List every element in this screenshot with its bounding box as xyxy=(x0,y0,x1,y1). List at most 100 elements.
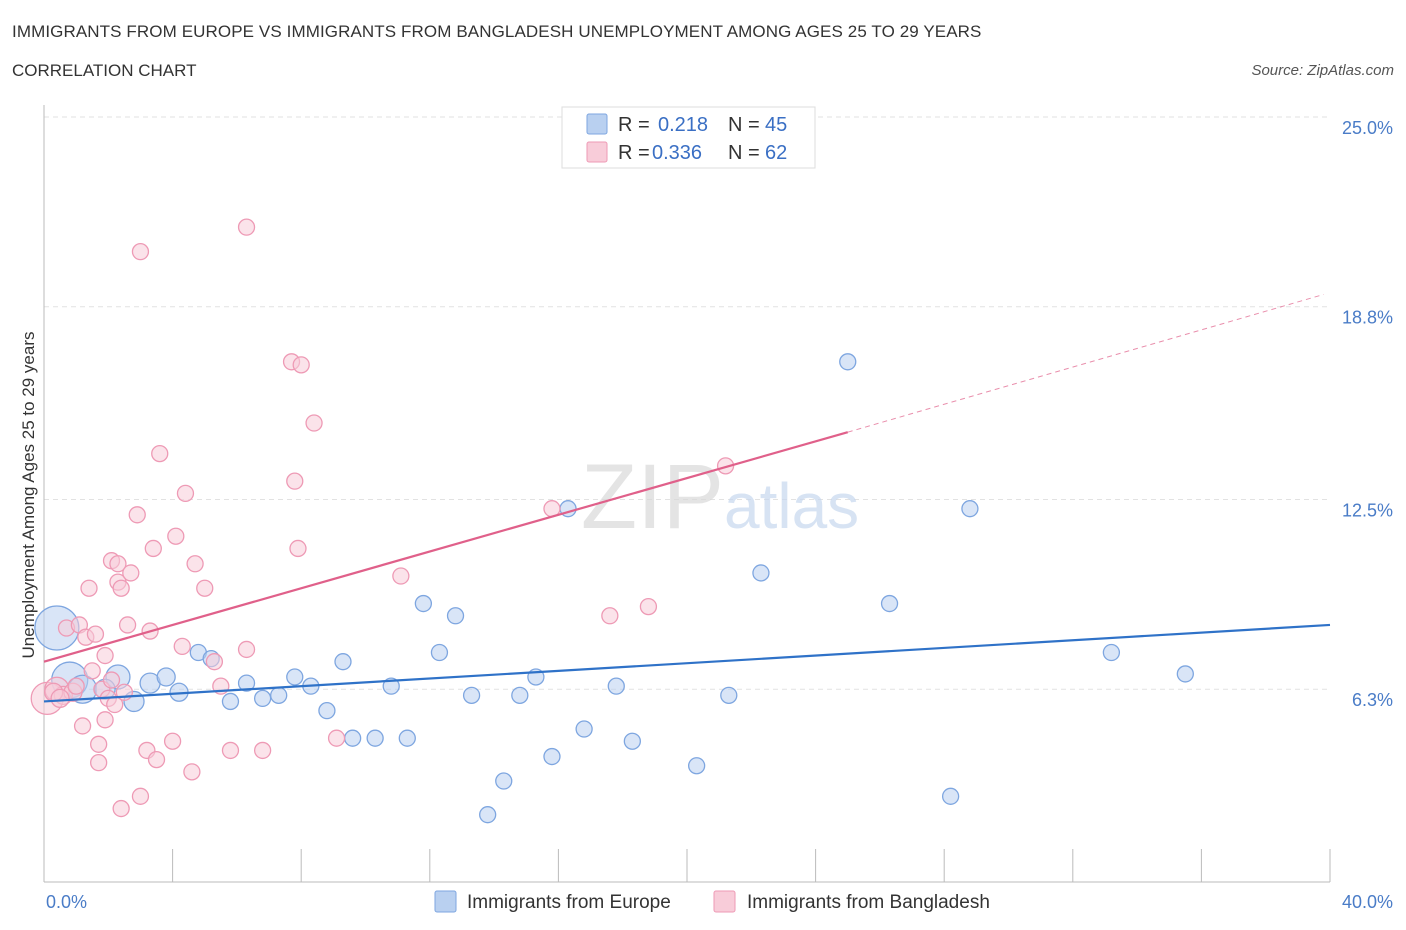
point-bangladesh xyxy=(601,607,619,625)
point-europe xyxy=(414,594,433,613)
point-europe xyxy=(156,667,176,687)
legend-r-label-europe: R = xyxy=(618,114,650,136)
bottom-legend-label-bangladesh: Immigrants from Bangladesh xyxy=(747,892,990,913)
watermark-zip: ZIP xyxy=(581,446,724,548)
watermark-atlas: atlas xyxy=(724,470,859,542)
point-bangladesh xyxy=(173,637,191,656)
point-bangladesh xyxy=(83,662,101,680)
point-bangladesh xyxy=(50,688,70,709)
point-europe xyxy=(286,668,304,686)
point-europe xyxy=(720,686,738,704)
point-bangladesh xyxy=(144,539,162,558)
point-europe xyxy=(839,353,857,371)
point-europe xyxy=(880,594,899,613)
point-bangladesh xyxy=(176,484,195,503)
legend-r-value-bangladesh: 0.336 xyxy=(652,142,702,164)
point-bangladesh xyxy=(80,579,98,597)
point-bangladesh xyxy=(131,242,150,261)
point-bangladesh xyxy=(305,414,323,432)
legend-n-value-bangladesh: 62 xyxy=(765,142,787,164)
point-bangladesh xyxy=(221,741,240,760)
point-europe xyxy=(253,689,272,708)
bottom-legend-swatch-bangladesh xyxy=(713,890,736,913)
chart-source: Source: ZipAtlas.com xyxy=(1251,62,1394,79)
point-bangladesh xyxy=(86,625,105,643)
trend-lines xyxy=(43,293,1331,703)
point-bangladesh xyxy=(253,741,272,760)
point-bangladesh xyxy=(122,564,140,582)
point-europe xyxy=(430,643,449,662)
point-bangladesh xyxy=(639,597,658,616)
point-bangladesh xyxy=(102,671,121,689)
point-bangladesh xyxy=(128,506,146,524)
y-tick-label: 12.5% xyxy=(1342,501,1393,521)
point-europe xyxy=(334,653,352,671)
point-europe xyxy=(237,674,256,692)
y-tick-label: 25.0% xyxy=(1342,118,1393,138)
point-bangladesh xyxy=(289,539,307,558)
point-bangladesh xyxy=(73,717,92,735)
point-europe xyxy=(270,686,288,704)
point-europe xyxy=(961,500,979,518)
trend-line-bangladesh-extension xyxy=(847,293,1324,433)
point-europe xyxy=(575,720,593,738)
gridlines xyxy=(44,116,1330,690)
point-bangladesh xyxy=(96,711,114,729)
legend-r-label-bangladesh: R = xyxy=(618,142,650,164)
point-europe xyxy=(687,757,706,775)
point-bangladesh xyxy=(183,763,201,781)
point-bangladesh xyxy=(292,356,310,374)
point-bangladesh xyxy=(327,729,346,747)
point-bangladesh xyxy=(196,579,214,597)
legend-n-value-europe: 45 xyxy=(765,114,787,136)
point-bangladesh xyxy=(96,646,114,665)
correlation-legend: R = 0.218 N = 45 R = 0.336 N = 62 xyxy=(561,106,816,169)
point-bangladesh xyxy=(112,799,130,818)
trend-line-europe xyxy=(43,623,1331,703)
chart-title: IMMIGRANTS FROM EUROPE VS IMMIGRANTS FRO… xyxy=(12,22,982,41)
bottom-legend-swatch-europe xyxy=(434,890,457,913)
legend-r-value-europe: 0.218 xyxy=(658,114,708,136)
point-europe xyxy=(366,729,384,747)
data-points xyxy=(30,218,1194,824)
point-bangladesh xyxy=(67,677,85,695)
x-tick-label: 40.0% xyxy=(1342,892,1393,912)
point-europe xyxy=(1176,665,1194,683)
point-bangladesh xyxy=(237,640,256,659)
point-bangladesh xyxy=(131,787,150,805)
chart-subtitle: CORRELATION CHART xyxy=(12,61,197,80)
bottom-legend-label-europe: Immigrants from Europe xyxy=(467,892,671,913)
point-europe xyxy=(318,701,336,720)
point-europe xyxy=(462,686,481,704)
point-bangladesh xyxy=(237,218,256,236)
point-bangladesh xyxy=(163,732,182,750)
axes xyxy=(43,105,1331,883)
tick-labels: 6.3% 12.5% 18.8% 25.0% 0.0% 40.0% xyxy=(46,118,1393,912)
point-bangladesh xyxy=(147,750,166,769)
point-europe xyxy=(1102,643,1121,662)
series-legend: Immigrants from Europe Immigrants from B… xyxy=(434,890,990,913)
point-europe xyxy=(623,732,641,750)
legend-swatch-europe xyxy=(586,113,608,135)
point-europe xyxy=(382,677,400,695)
point-europe xyxy=(479,806,497,824)
watermark: ZIPatlas xyxy=(581,446,859,548)
point-bangladesh xyxy=(167,527,185,545)
point-bangladesh xyxy=(286,472,304,490)
point-europe xyxy=(607,677,625,695)
point-bangladesh xyxy=(90,754,108,772)
point-bangladesh xyxy=(90,735,108,753)
point-europe xyxy=(511,686,529,704)
y-tick-label: 18.8% xyxy=(1342,308,1393,328)
point-bangladesh xyxy=(112,579,130,597)
y-axis-title: Unemployment Among Ages 25 to 29 years xyxy=(19,332,38,659)
legend-swatch-bangladesh xyxy=(586,141,608,163)
point-europe xyxy=(495,772,513,790)
legend-n-label-europe: N = xyxy=(728,114,760,136)
point-bangladesh xyxy=(118,616,137,634)
point-europe xyxy=(398,729,416,747)
point-europe xyxy=(446,607,465,625)
point-bangladesh xyxy=(151,444,169,463)
x-tick-label: 0.0% xyxy=(46,892,87,912)
